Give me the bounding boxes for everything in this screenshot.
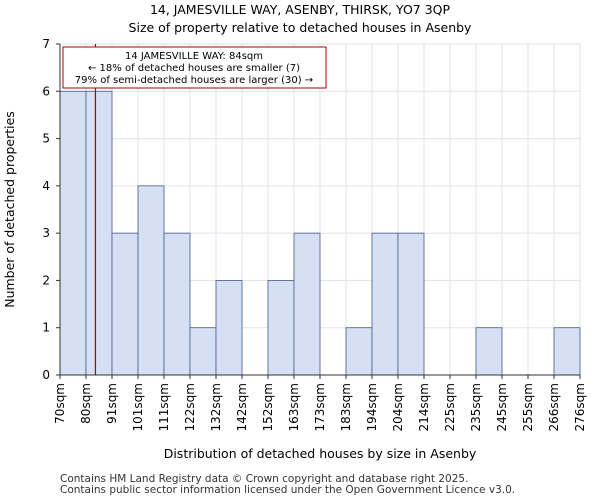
y-tick-label: 0	[42, 368, 50, 382]
bar-163sqm	[293, 232, 321, 376]
bar-122sqm	[189, 327, 217, 376]
bar-152sqm	[267, 280, 295, 376]
bar-183sqm	[345, 327, 373, 376]
x-tick-label: 235sqm	[469, 383, 483, 431]
bar-91sqm	[111, 232, 139, 376]
x-tick-label: 132sqm	[209, 383, 223, 431]
x-tick-label: 122sqm	[183, 383, 197, 431]
bar-266sqm	[553, 327, 581, 376]
y-tick-label: 5	[42, 132, 50, 146]
x-tick-label: 163sqm	[287, 383, 301, 431]
x-tick-label: 214sqm	[417, 383, 431, 431]
x-tick-label: 173sqm	[313, 383, 327, 431]
chart-title-line1: 14, JAMESVILLE WAY, ASENBY, THIRSK, YO7 …	[149, 2, 451, 17]
bar-194sqm	[371, 232, 399, 376]
x-tick-label: 204sqm	[391, 383, 405, 431]
x-tick-label: 70sqm	[53, 383, 67, 424]
footer-copyright: Contains HM Land Registry data © Crown c…	[60, 473, 469, 485]
x-tick-label: 266sqm	[547, 383, 561, 431]
x-tick-label: 111sqm	[157, 383, 171, 431]
bar-111sqm	[163, 232, 191, 376]
bar-204sqm	[397, 232, 425, 376]
x-axis-label: Distribution of detached houses by size …	[164, 446, 477, 461]
y-tick-label: 7	[42, 37, 50, 51]
annotation-line1: 14 JAMESVILLE WAY: 84sqm	[125, 51, 263, 62]
bar-80sqm	[85, 90, 113, 376]
y-tick-label: 2	[42, 273, 50, 287]
bar-235sqm	[475, 327, 503, 376]
y-axis-label: Number of detached properties	[2, 111, 17, 308]
bar-132sqm	[215, 280, 243, 376]
annotation-line2: ← 18% of detached houses are smaller (7)	[88, 63, 300, 74]
x-tick-label: 152sqm	[261, 383, 275, 431]
x-tick-label: 194sqm	[365, 383, 379, 431]
x-tick-label: 276sqm	[573, 383, 587, 431]
x-tick-label: 142sqm	[235, 383, 249, 431]
chart-title-line2: Size of property relative to detached ho…	[128, 20, 472, 35]
annotation-line3: 79% of semi-detached houses are larger (…	[75, 75, 313, 86]
x-tick-label: 183sqm	[339, 383, 353, 431]
bar-101sqm	[137, 185, 165, 376]
x-tick-label: 245sqm	[495, 383, 509, 431]
x-tick-label: 91sqm	[105, 383, 119, 424]
y-tick-label: 6	[42, 84, 50, 98]
x-tick-label: 80sqm	[79, 383, 93, 424]
x-tick-label: 225sqm	[443, 383, 457, 431]
footer-licence: Contains public sector information licen…	[60, 484, 516, 496]
annotation-box	[62, 46, 327, 89]
x-tick-label: 255sqm	[521, 383, 535, 431]
y-tick-label: 4	[42, 179, 50, 193]
x-tick-label: 101sqm	[131, 383, 145, 431]
bar-70sqm	[59, 90, 87, 376]
y-tick-label: 3	[42, 226, 50, 240]
y-tick-label: 1	[42, 321, 50, 335]
